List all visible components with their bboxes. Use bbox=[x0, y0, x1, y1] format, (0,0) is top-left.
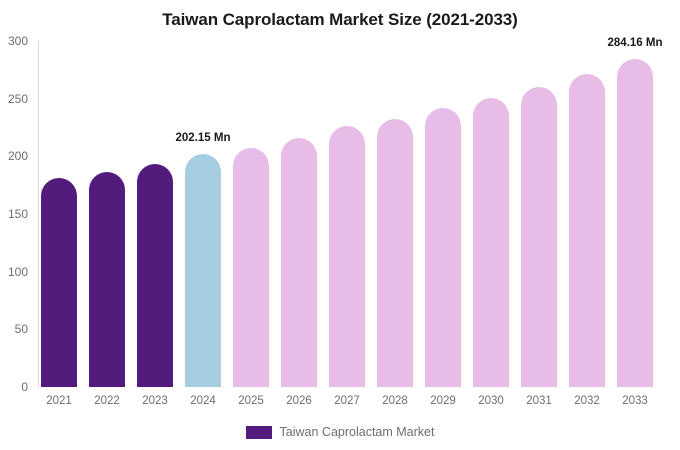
bar-2032[interactable] bbox=[569, 74, 605, 387]
y-axis-tick-label: 150 bbox=[7, 207, 28, 221]
x-axis-tick-label: 2027 bbox=[334, 395, 360, 407]
y-axis-tick-label: 250 bbox=[7, 91, 28, 106]
legend: Taiwan Caprolactam Market bbox=[0, 425, 680, 439]
y-axis-tick-label: 300 bbox=[7, 34, 28, 48]
y-axis-tick-label: 100 bbox=[7, 264, 28, 279]
y-axis-line bbox=[38, 41, 39, 387]
bar-2031[interactable] bbox=[521, 87, 557, 387]
page-title: Taiwan Caprolactam Market Size (2021-203… bbox=[162, 10, 518, 29]
x-axis-tick-label: 2032 bbox=[574, 395, 600, 407]
bar-2021[interactable] bbox=[41, 178, 77, 387]
x-axis-tick-label: 2022 bbox=[94, 395, 120, 407]
legend-swatch bbox=[245, 425, 272, 439]
bar-2025[interactable] bbox=[233, 148, 269, 387]
x-axis-tick-label: 2025 bbox=[238, 395, 264, 407]
bar-2033[interactable] bbox=[617, 59, 653, 387]
bar-2028[interactable] bbox=[377, 119, 413, 387]
bar-2027[interactable] bbox=[329, 126, 365, 387]
bar-2023[interactable] bbox=[137, 164, 173, 387]
x-axis-tick-label: 2023 bbox=[142, 395, 168, 407]
x-axis-tick-label: 2030 bbox=[478, 395, 504, 407]
y-axis-tick-label: 50 bbox=[14, 322, 28, 337]
bar-2024[interactable] bbox=[185, 153, 221, 387]
x-axis-tick-label: 2021 bbox=[46, 395, 72, 407]
y-axis-tick-label: 0 bbox=[21, 380, 28, 394]
bar-data-label: 284.16 Mn bbox=[607, 37, 663, 50]
bar-data-label: 202.15 Mn bbox=[175, 131, 231, 144]
plot-area: 0 50 100 150 200 250 300 2021 2022 2023 2024 2025 20… bbox=[8, 34, 680, 407]
x-axis-tick-label: 2033 bbox=[622, 395, 648, 407]
x-axis-tick-label: 2024 bbox=[190, 395, 216, 407]
y-axis-tick-label: 200 bbox=[7, 149, 28, 164]
x-axis-tick-label: 2031 bbox=[526, 395, 552, 407]
legend-label: Taiwan Caprolactam Market bbox=[279, 425, 435, 439]
bar-2029[interactable] bbox=[425, 107, 461, 387]
x-axis-tick-label: 2029 bbox=[430, 395, 456, 407]
x-axis-tick-label: 2028 bbox=[382, 395, 408, 407]
bar-2022[interactable] bbox=[89, 172, 125, 387]
bar-2026[interactable] bbox=[281, 137, 317, 387]
bar-2030[interactable] bbox=[473, 97, 509, 387]
x-axis-tick-label: 2026 bbox=[286, 395, 312, 407]
